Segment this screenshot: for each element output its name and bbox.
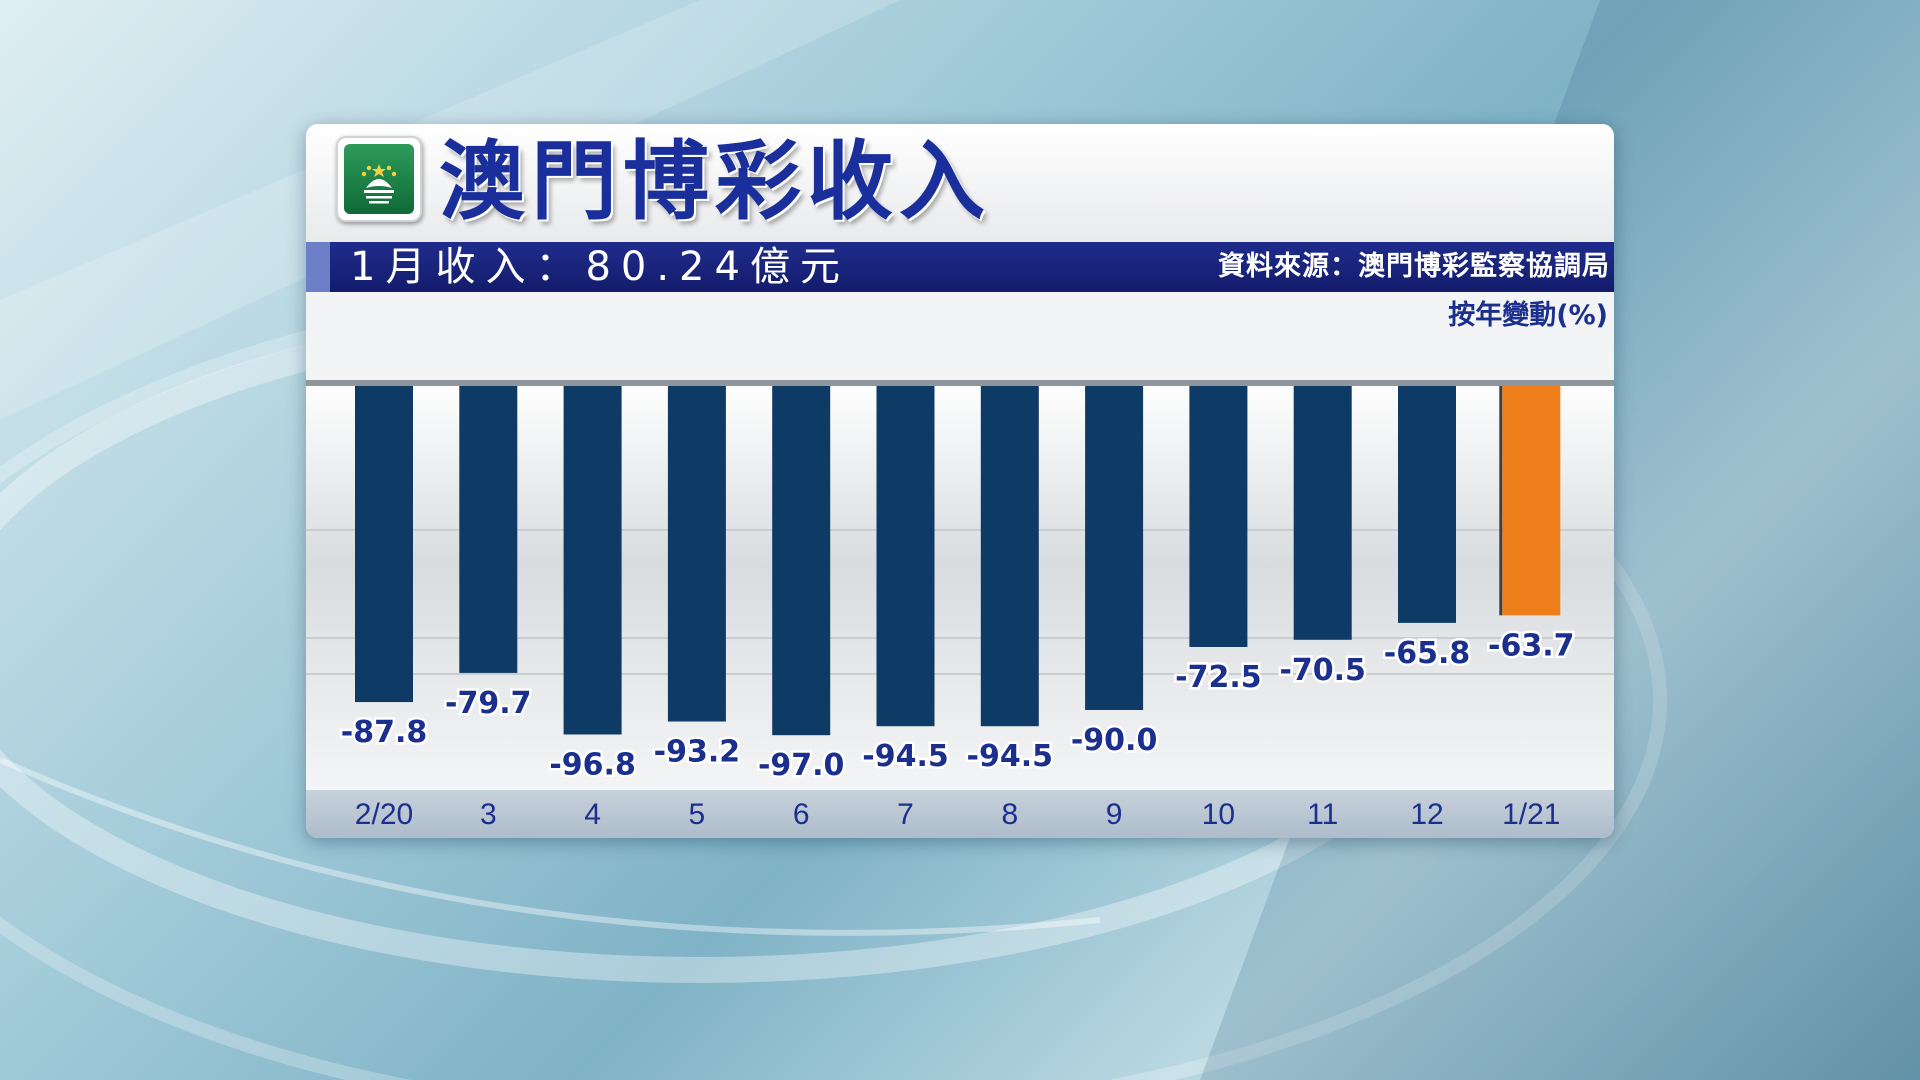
data-label: -72.5 (1175, 660, 1261, 695)
data-label: -87.8 (341, 715, 427, 750)
chart-header: 澳門博彩收入 (306, 124, 1614, 242)
bar (459, 386, 518, 673)
x-tick-label: 3 (480, 798, 497, 831)
x-tick-label: 9 (1106, 798, 1123, 831)
x-axis-band (306, 790, 1614, 838)
data-label: -70.5 (1279, 653, 1365, 688)
data-label: -94.5 (967, 739, 1053, 774)
data-label: -96.8 (549, 747, 635, 782)
subtitle-bar: 1月收入：80.24億元 資料來源：澳門博彩監察協調局 (306, 242, 1614, 292)
bar-chart: -87.8 2/20 -79.7 3 -96.8 4 -93.2 5 -97.0 6 -94.5 7 -… (306, 380, 1614, 831)
bar (667, 386, 726, 722)
lotus-icon (344, 144, 414, 214)
x-tick-label: 4 (584, 798, 601, 831)
bar (772, 386, 831, 736)
chart-title: 澳門博彩收入 (439, 132, 991, 232)
x-tick-label: 7 (897, 798, 914, 831)
bar (1398, 386, 1456, 623)
x-tick-label: 11 (1307, 798, 1338, 831)
x-tick-label: 12 (1410, 798, 1443, 831)
x-tick-label: 1/21 (1502, 798, 1560, 831)
y-unit-label: 按年變動(%) (1448, 300, 1608, 331)
data-label: -79.7 (445, 686, 531, 721)
x-tick-label: 8 (1001, 798, 1018, 831)
x-tick-label: 6 (793, 798, 810, 831)
x-tick-label: 5 (689, 798, 706, 831)
month-income-text: 1月收入：80.24億元 (350, 244, 850, 290)
macau-flag-logo (336, 136, 422, 222)
bar (980, 386, 1039, 727)
data-label: -90.0 (1071, 723, 1157, 758)
bar (876, 386, 935, 727)
bar-shadow (1499, 386, 1503, 616)
data-label: -65.8 (1384, 636, 1470, 671)
data-label: -94.5 (862, 739, 948, 774)
bar (355, 386, 413, 703)
plot-area (306, 380, 1614, 790)
data-label: -63.7 (1488, 628, 1574, 663)
bar (1085, 386, 1144, 710)
bar-highlight (1502, 386, 1561, 616)
x-tick-label: 2/20 (355, 798, 413, 831)
x-tick-label: 10 (1202, 798, 1235, 831)
data-label: -93.2 (654, 735, 740, 770)
bar (1189, 386, 1248, 647)
zero-line (306, 380, 1614, 386)
data-source-text: 資料來源：澳門博彩監察協調局 (1218, 251, 1610, 282)
bar (1293, 386, 1352, 640)
bar (563, 386, 622, 735)
subtitle-accent (306, 242, 330, 292)
chart-panel: 澳門博彩收入 1月收入：80.24億元 資料來源：澳門博彩監察協調局 按年變動(… (306, 124, 1614, 838)
data-label: -97.0 (758, 748, 844, 783)
